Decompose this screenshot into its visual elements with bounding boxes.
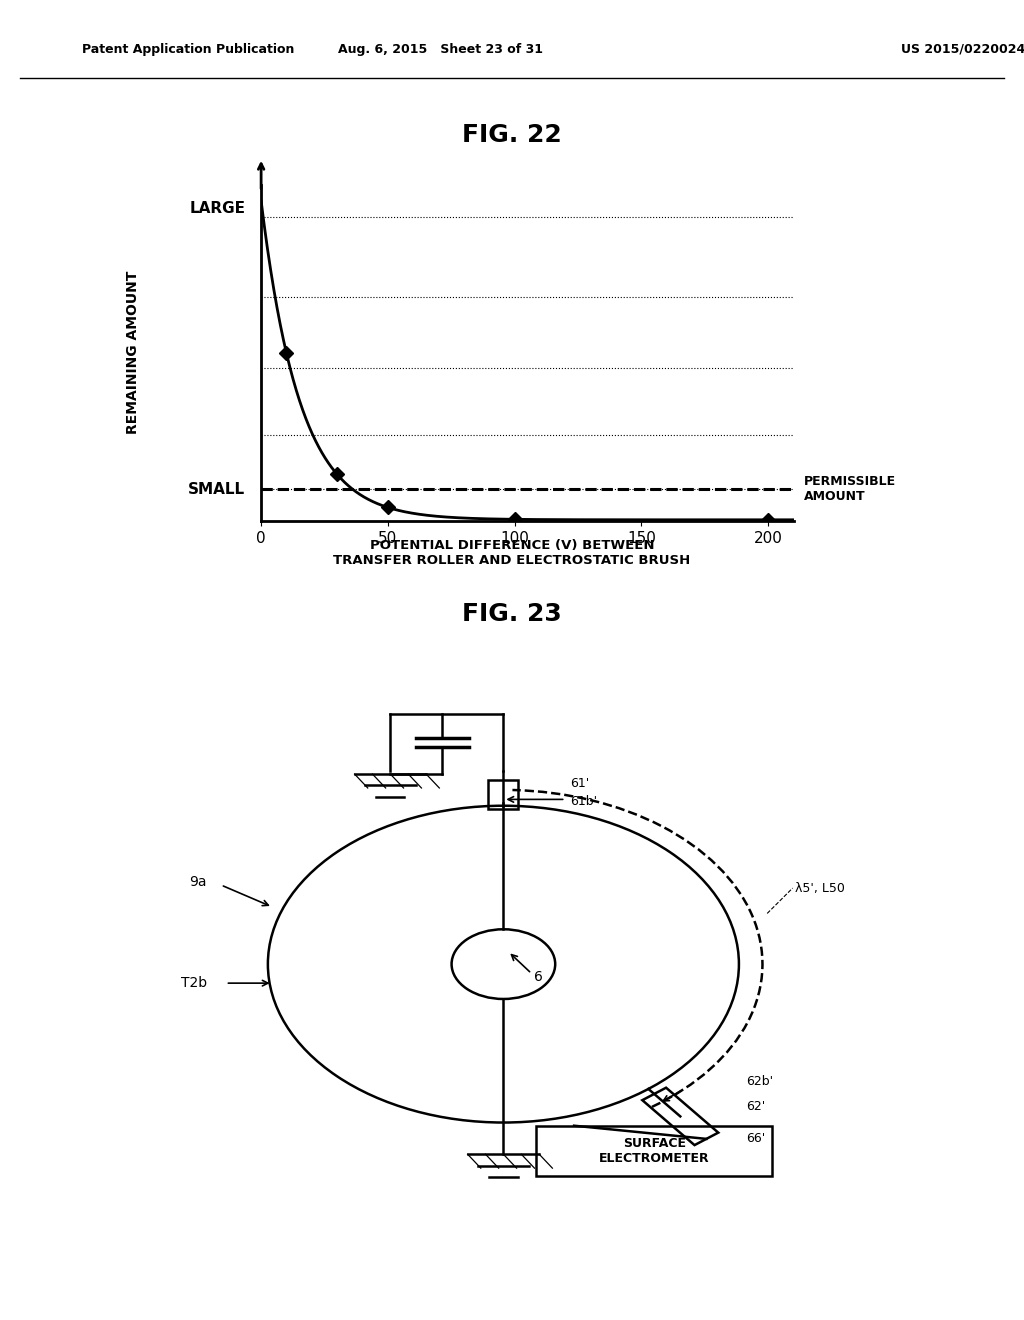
Text: SURFACE
ELECTROMETER: SURFACE ELECTROMETER <box>599 1137 710 1166</box>
Bar <box>488 780 518 809</box>
Text: 66': 66' <box>746 1133 766 1144</box>
Text: 61b': 61b' <box>570 795 597 808</box>
Text: LARGE: LARGE <box>189 201 245 216</box>
Text: POTENTIAL DIFFERENCE (V) BETWEEN
TRANSFER ROLLER AND ELECTROSTATIC BRUSH: POTENTIAL DIFFERENCE (V) BETWEEN TRANSFE… <box>334 539 690 566</box>
Text: SMALL: SMALL <box>188 482 245 496</box>
Bar <box>537 1126 772 1176</box>
Text: 6: 6 <box>534 970 543 983</box>
Text: Patent Application Publication: Patent Application Publication <box>82 42 294 55</box>
Bar <box>642 1088 718 1146</box>
Text: 62b': 62b' <box>746 1074 773 1088</box>
Text: US 2015/0220024 A1: US 2015/0220024 A1 <box>901 42 1024 55</box>
Text: REMAINING AMOUNT: REMAINING AMOUNT <box>126 271 140 434</box>
Text: T2b: T2b <box>180 975 207 990</box>
Text: 61': 61' <box>570 777 590 791</box>
Text: FIG. 23: FIG. 23 <box>462 602 562 626</box>
Text: PERMISSIBLE
AMOUNT: PERMISSIBLE AMOUNT <box>804 475 896 503</box>
Text: 62': 62' <box>746 1101 766 1113</box>
Text: Aug. 6, 2015   Sheet 23 of 31: Aug. 6, 2015 Sheet 23 of 31 <box>338 42 543 55</box>
Text: λ5', L50: λ5', L50 <box>796 882 846 895</box>
Text: FIG. 22: FIG. 22 <box>462 123 562 148</box>
Text: 9a: 9a <box>189 875 207 888</box>
